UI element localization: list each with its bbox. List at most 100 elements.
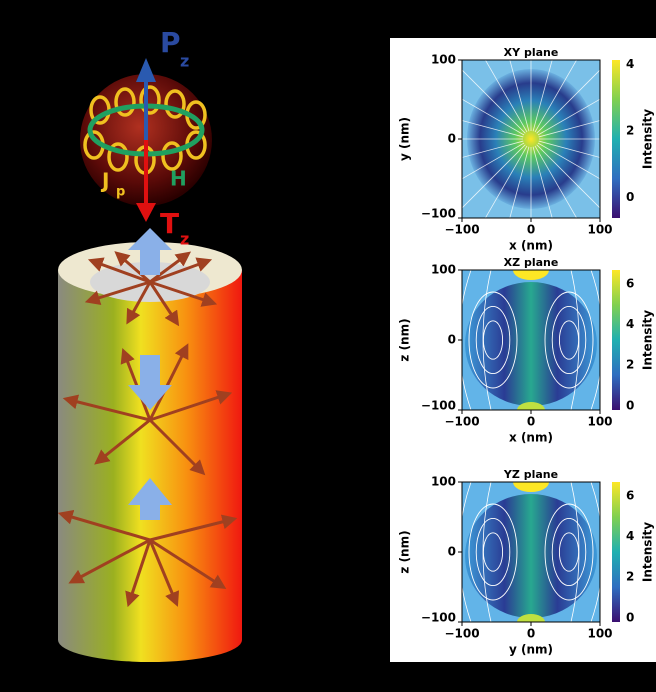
colorbar-tick-label: 4 [626,529,634,543]
p-subscript: z [180,52,189,71]
streamline [462,120,524,138]
x-tick-label: 0 [527,223,535,237]
streamline [482,270,492,410]
y-tick-label: −100 [421,399,456,413]
y-tick-label: 100 [431,475,456,489]
streamline [532,60,553,132]
panel-title: XZ plane [504,256,559,269]
heatmap-core [467,69,595,209]
j-subscript: p [116,185,125,200]
streamline [532,146,553,218]
x-tick-label: 0 [527,627,535,641]
j-label: J [100,169,109,193]
colorbar-tick-label: 0 [626,398,634,412]
panel: XZ plane −100 0 100 100 0 −100 x (nm) z (nm) 6 4 2 0… [398,256,655,445]
colorbar-tick-label: 2 [626,570,634,584]
streamline [462,69,526,134]
x-axis-label: x (nm) [509,431,553,445]
y-tick-label: 100 [431,263,456,277]
colorbar-tick-label: 4 [626,57,634,71]
streamline [536,69,600,134]
streamline [484,145,528,218]
streamline [570,270,580,410]
streamline [468,503,518,601]
x-tick-label: 100 [587,415,612,429]
heatmap-core [465,494,597,618]
colorbar-tick-label: 2 [626,124,634,138]
streamline [534,60,578,133]
y-tick-label: −100 [421,207,456,221]
x-tick-label: −100 [444,415,479,429]
x-tick-label: 0 [527,415,535,429]
x-tick-label: −100 [444,223,479,237]
y-axis-label: z (nm) [398,318,412,361]
streamline [462,140,524,158]
streamline [537,142,600,180]
heatmap [462,60,600,218]
x-tick-label: 100 [587,223,612,237]
y-tick-label: 0 [448,545,456,559]
streamline [475,305,511,375]
colorbar-tick-label: 0 [626,610,634,624]
streamline [462,270,472,410]
t-label: T [160,207,179,240]
hotspot-top [513,270,549,280]
colorbar-label: Intensity [641,522,655,582]
streamline [538,120,600,138]
panel: YZ plane −100 0 100 100 0 −100 y (nm) z (nm) 6 4 2 0… [398,468,655,657]
streamline [462,482,472,622]
streamline [509,146,530,218]
heatmap-core [465,282,597,406]
hotspot-bottom [517,614,545,622]
colorbar-tick-label: 0 [626,190,634,204]
y-tick-label: 0 [448,132,456,146]
streamline [462,142,525,180]
colorbar-label: Intensity [641,109,655,169]
h-label: H [170,167,187,191]
colorbar [612,482,620,622]
colorbar-tick-label: 6 [626,277,634,291]
x-axis-label: y (nm) [509,643,553,657]
streamline [590,482,600,622]
blue-arrows [128,228,172,520]
colorbar [612,270,620,410]
p-label: P [160,26,181,59]
panels: XY plane −100 0 100 100 0 −100 x (nm) y (nm) 4 2 0 I… [398,46,655,657]
streamline [544,503,594,601]
p-arrowhead [136,58,156,82]
illustration: P z T z J p H [57,26,242,662]
streamline [482,482,492,622]
t-arrowhead [136,203,156,222]
x-tick-label: 100 [587,627,612,641]
streamline [536,144,600,209]
x-tick-label: −100 [444,627,479,641]
colorbar-tick-label: 2 [626,358,634,372]
cylinder [58,270,242,662]
colorbar-tick-label: 4 [626,317,634,331]
streamline [538,140,600,158]
streamline [462,144,526,209]
streamline [570,482,580,622]
hotspot-top [513,482,549,492]
hotspot-bottom [517,402,545,410]
heatmap [462,270,600,410]
colorbar [612,60,620,218]
streamline [551,305,587,375]
streamline [484,60,528,133]
y-tick-label: 100 [431,53,456,67]
y-axis-label: y (nm) [398,117,412,161]
panel-title: YZ plane [503,468,558,481]
streamline [590,270,600,410]
y-tick-label: −100 [421,611,456,625]
streamline [537,98,600,136]
streamline [544,291,594,389]
panel-title: XY plane [504,46,559,59]
colorbar-label: Intensity [641,310,655,370]
heatmap [462,482,600,622]
y-tick-label: 0 [448,333,456,347]
colorbar-tick-label: 6 [626,489,634,503]
y-axis-label: z (nm) [398,530,412,573]
streamline [462,98,525,136]
